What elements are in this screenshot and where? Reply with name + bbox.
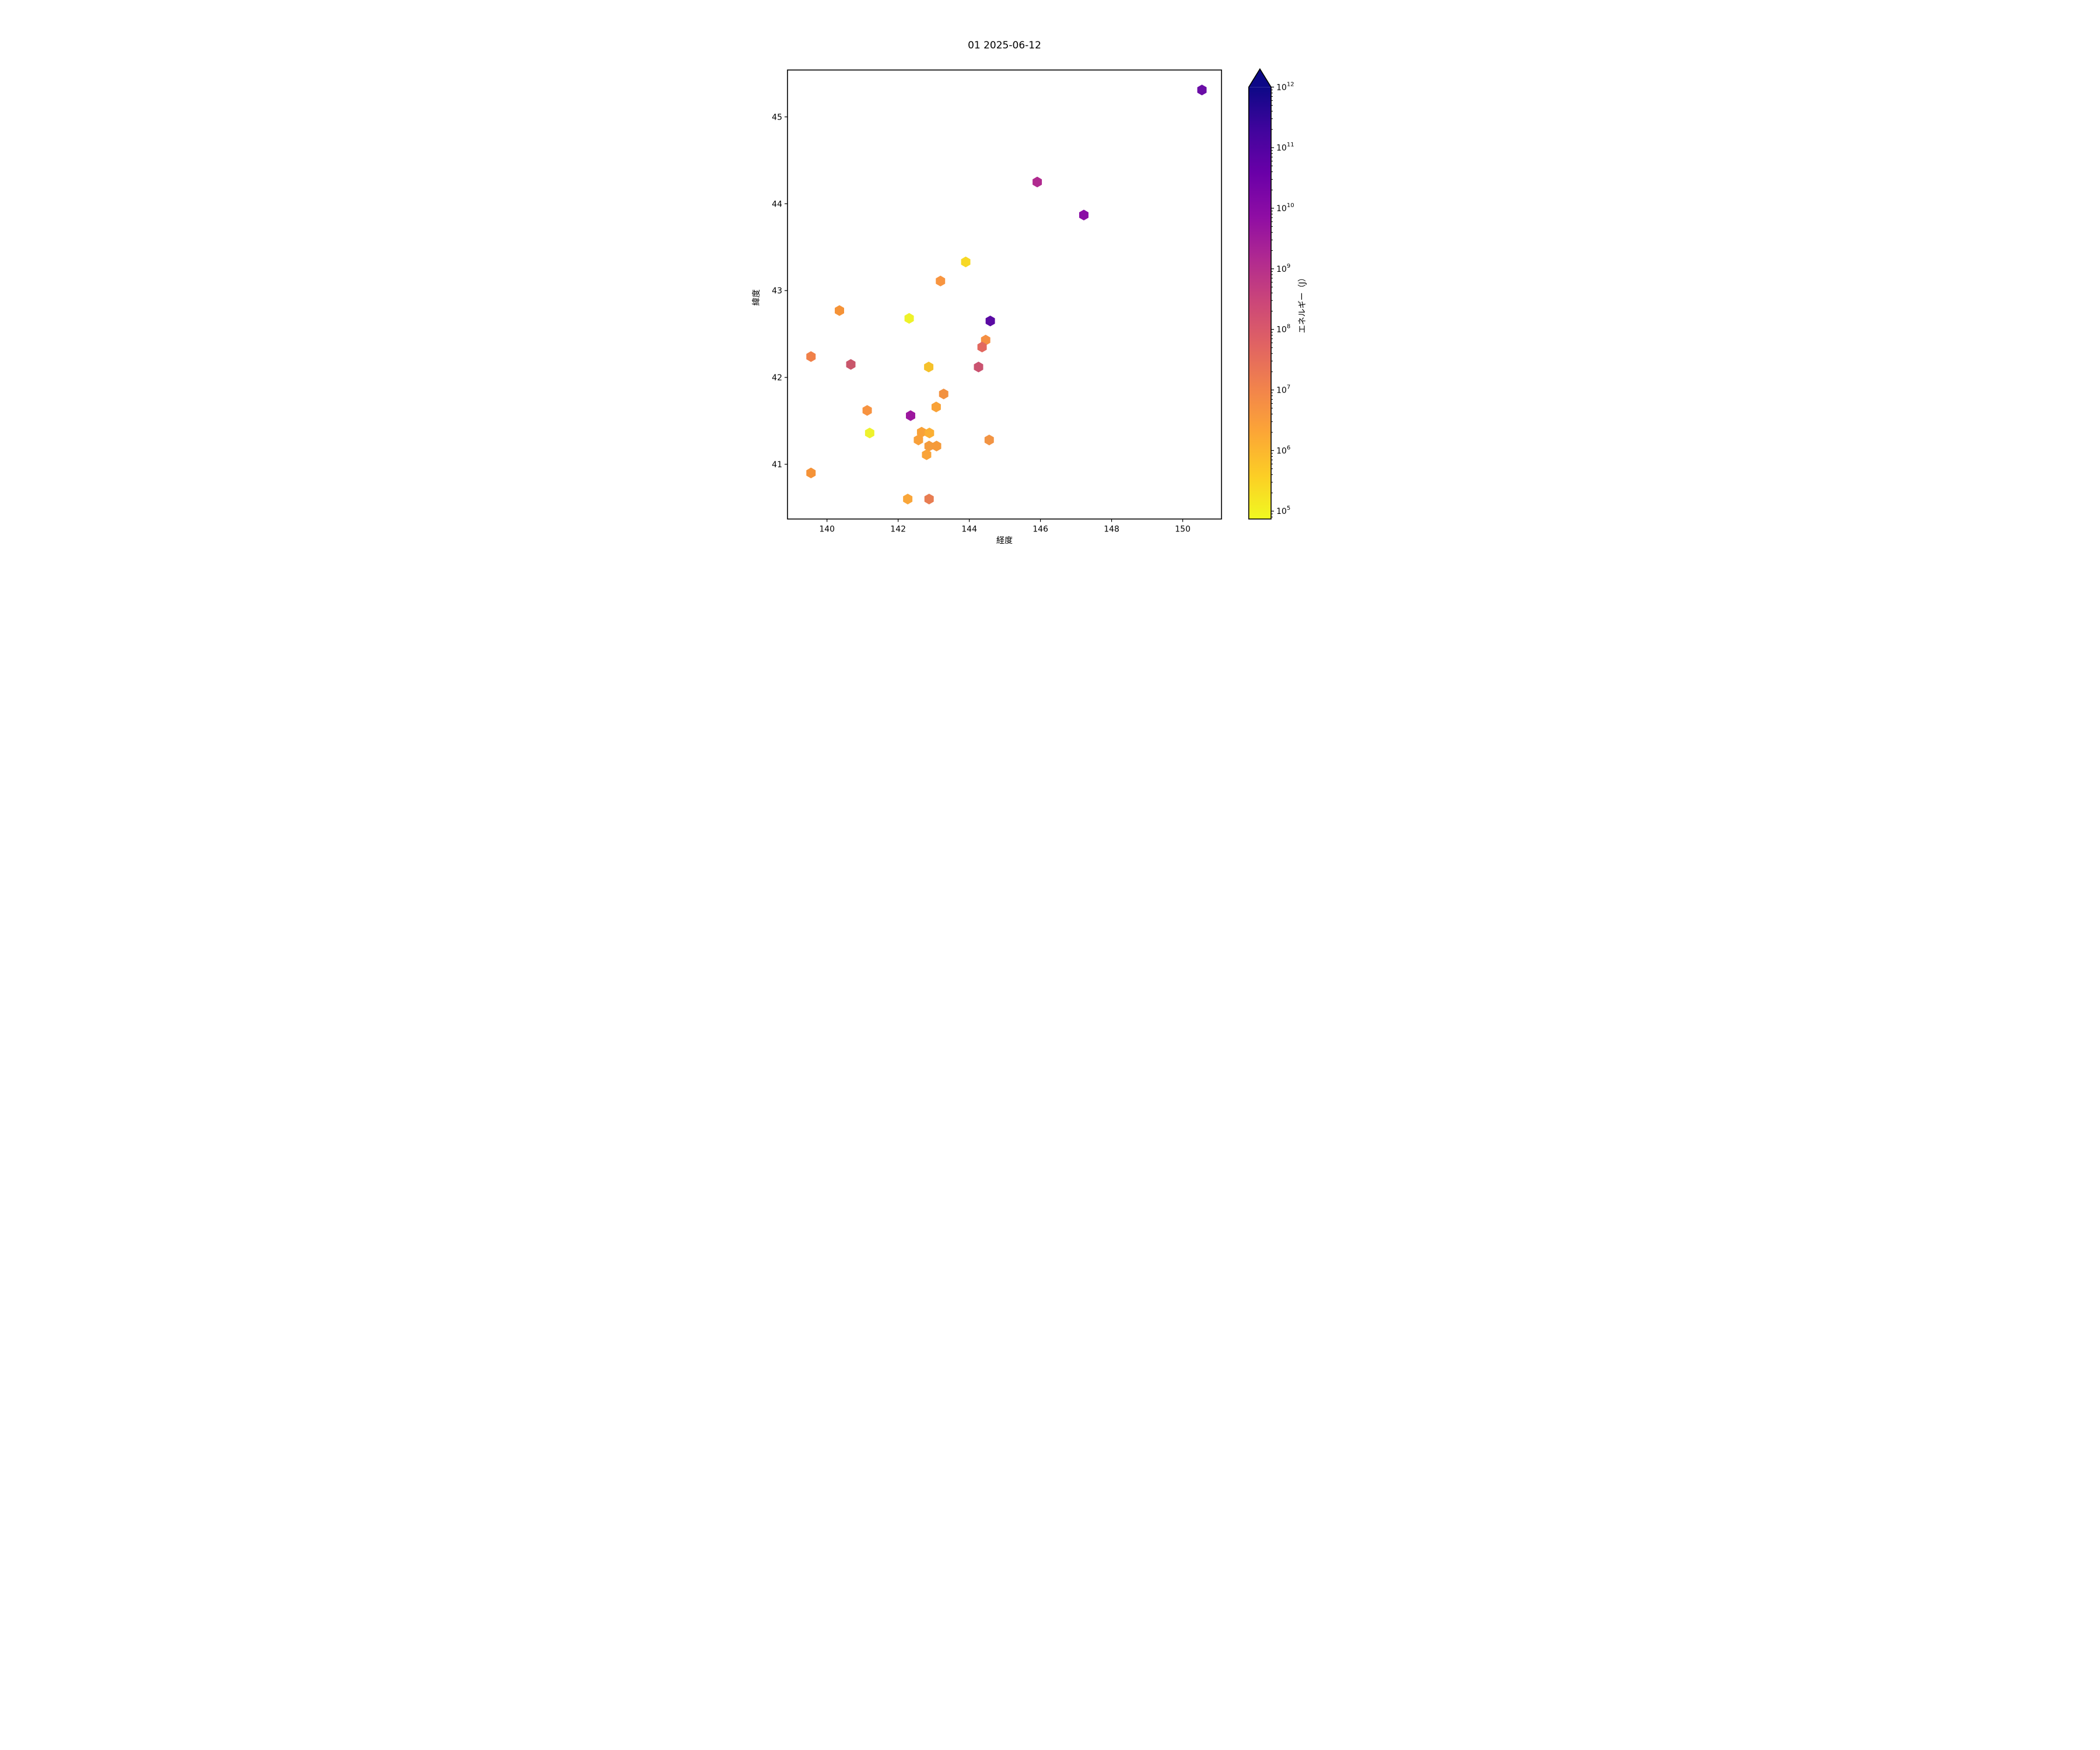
x-axis-tick-label: 146	[1032, 525, 1048, 534]
data-point-hexagon	[806, 351, 816, 362]
scatter-plot: 140 142 144 146 148 150 41 42 43 44 45 1012 1011 1010…	[772, 68, 1294, 534]
x-axis-tick-label: 140	[819, 525, 835, 534]
colorbar-tick-label: 1012	[1276, 81, 1294, 92]
data-point-hexagon	[914, 435, 923, 446]
colorbar-label: エネルギー（J）	[1298, 273, 1307, 334]
data-point-hexagon	[925, 428, 935, 439]
x-axis-label: 経度	[996, 536, 1013, 545]
x-axis-tick-label: 142	[890, 525, 906, 534]
plot-border	[787, 69, 1222, 520]
data-point-hexagon	[835, 305, 845, 316]
colorbar-extend-arrow	[1248, 69, 1271, 88]
data-point-hexagon	[862, 405, 872, 416]
data-point-hexagon	[1032, 176, 1042, 188]
data-point-hexagon	[974, 362, 984, 373]
colorbar-tick-label: 105	[1276, 505, 1290, 516]
data-point-hexagon	[932, 440, 942, 452]
y-axis-tick-label: 42	[772, 373, 782, 383]
colorbar-tick-label: 109	[1276, 263, 1290, 274]
data-point-hexagon	[1197, 85, 1207, 96]
colorbar-tick-label: 106	[1276, 444, 1290, 456]
colorbar-tick-label: 1010	[1276, 202, 1294, 214]
data-point-hexagon	[903, 494, 913, 505]
colorbar-tick-label: 107	[1276, 384, 1290, 396]
colorbar-outline	[1248, 68, 1272, 520]
data-point-hexagon	[977, 341, 987, 353]
data-point-hexagon	[985, 316, 995, 327]
data-point-hexagon	[922, 449, 932, 460]
data-point-hexagon	[924, 362, 934, 373]
data-point-hexagon	[864, 428, 874, 439]
data-point-hexagon	[961, 256, 971, 268]
data-point-hexagon	[904, 313, 914, 324]
x-axis-tick-label: 150	[1175, 525, 1191, 534]
data-point-hexagon	[1079, 209, 1088, 220]
x-axis-tick-label: 144	[961, 525, 977, 534]
data-point-hexagon	[939, 388, 949, 400]
x-axis-tick-label: 148	[1104, 525, 1119, 534]
figure: 140 142 144 146 148 150 41 42 43 44 45 1012 1011 1010…	[700, 0, 1400, 583]
colorbar-gradient	[1248, 87, 1271, 519]
data-point-hexagon	[906, 410, 915, 421]
data-point-hexagon	[924, 494, 934, 505]
data-point-hexagon	[806, 467, 816, 478]
data-point-hexagon	[936, 275, 946, 286]
y-axis-tick-label: 43	[772, 286, 782, 296]
y-axis-label: 緯度	[752, 289, 761, 306]
data-point-hexagon	[846, 359, 856, 370]
y-axis-tick-label: 45	[772, 113, 782, 122]
data-point-hexagon	[984, 435, 994, 446]
colorbar-tick-label: 1011	[1276, 142, 1294, 153]
y-axis-tick-label: 41	[772, 460, 782, 470]
data-point-hexagon	[931, 401, 941, 412]
chart-title: 01 2025-06-12	[968, 40, 1041, 51]
colorbar-tick-label: 108	[1276, 324, 1290, 335]
y-axis-tick-label: 44	[772, 200, 782, 209]
